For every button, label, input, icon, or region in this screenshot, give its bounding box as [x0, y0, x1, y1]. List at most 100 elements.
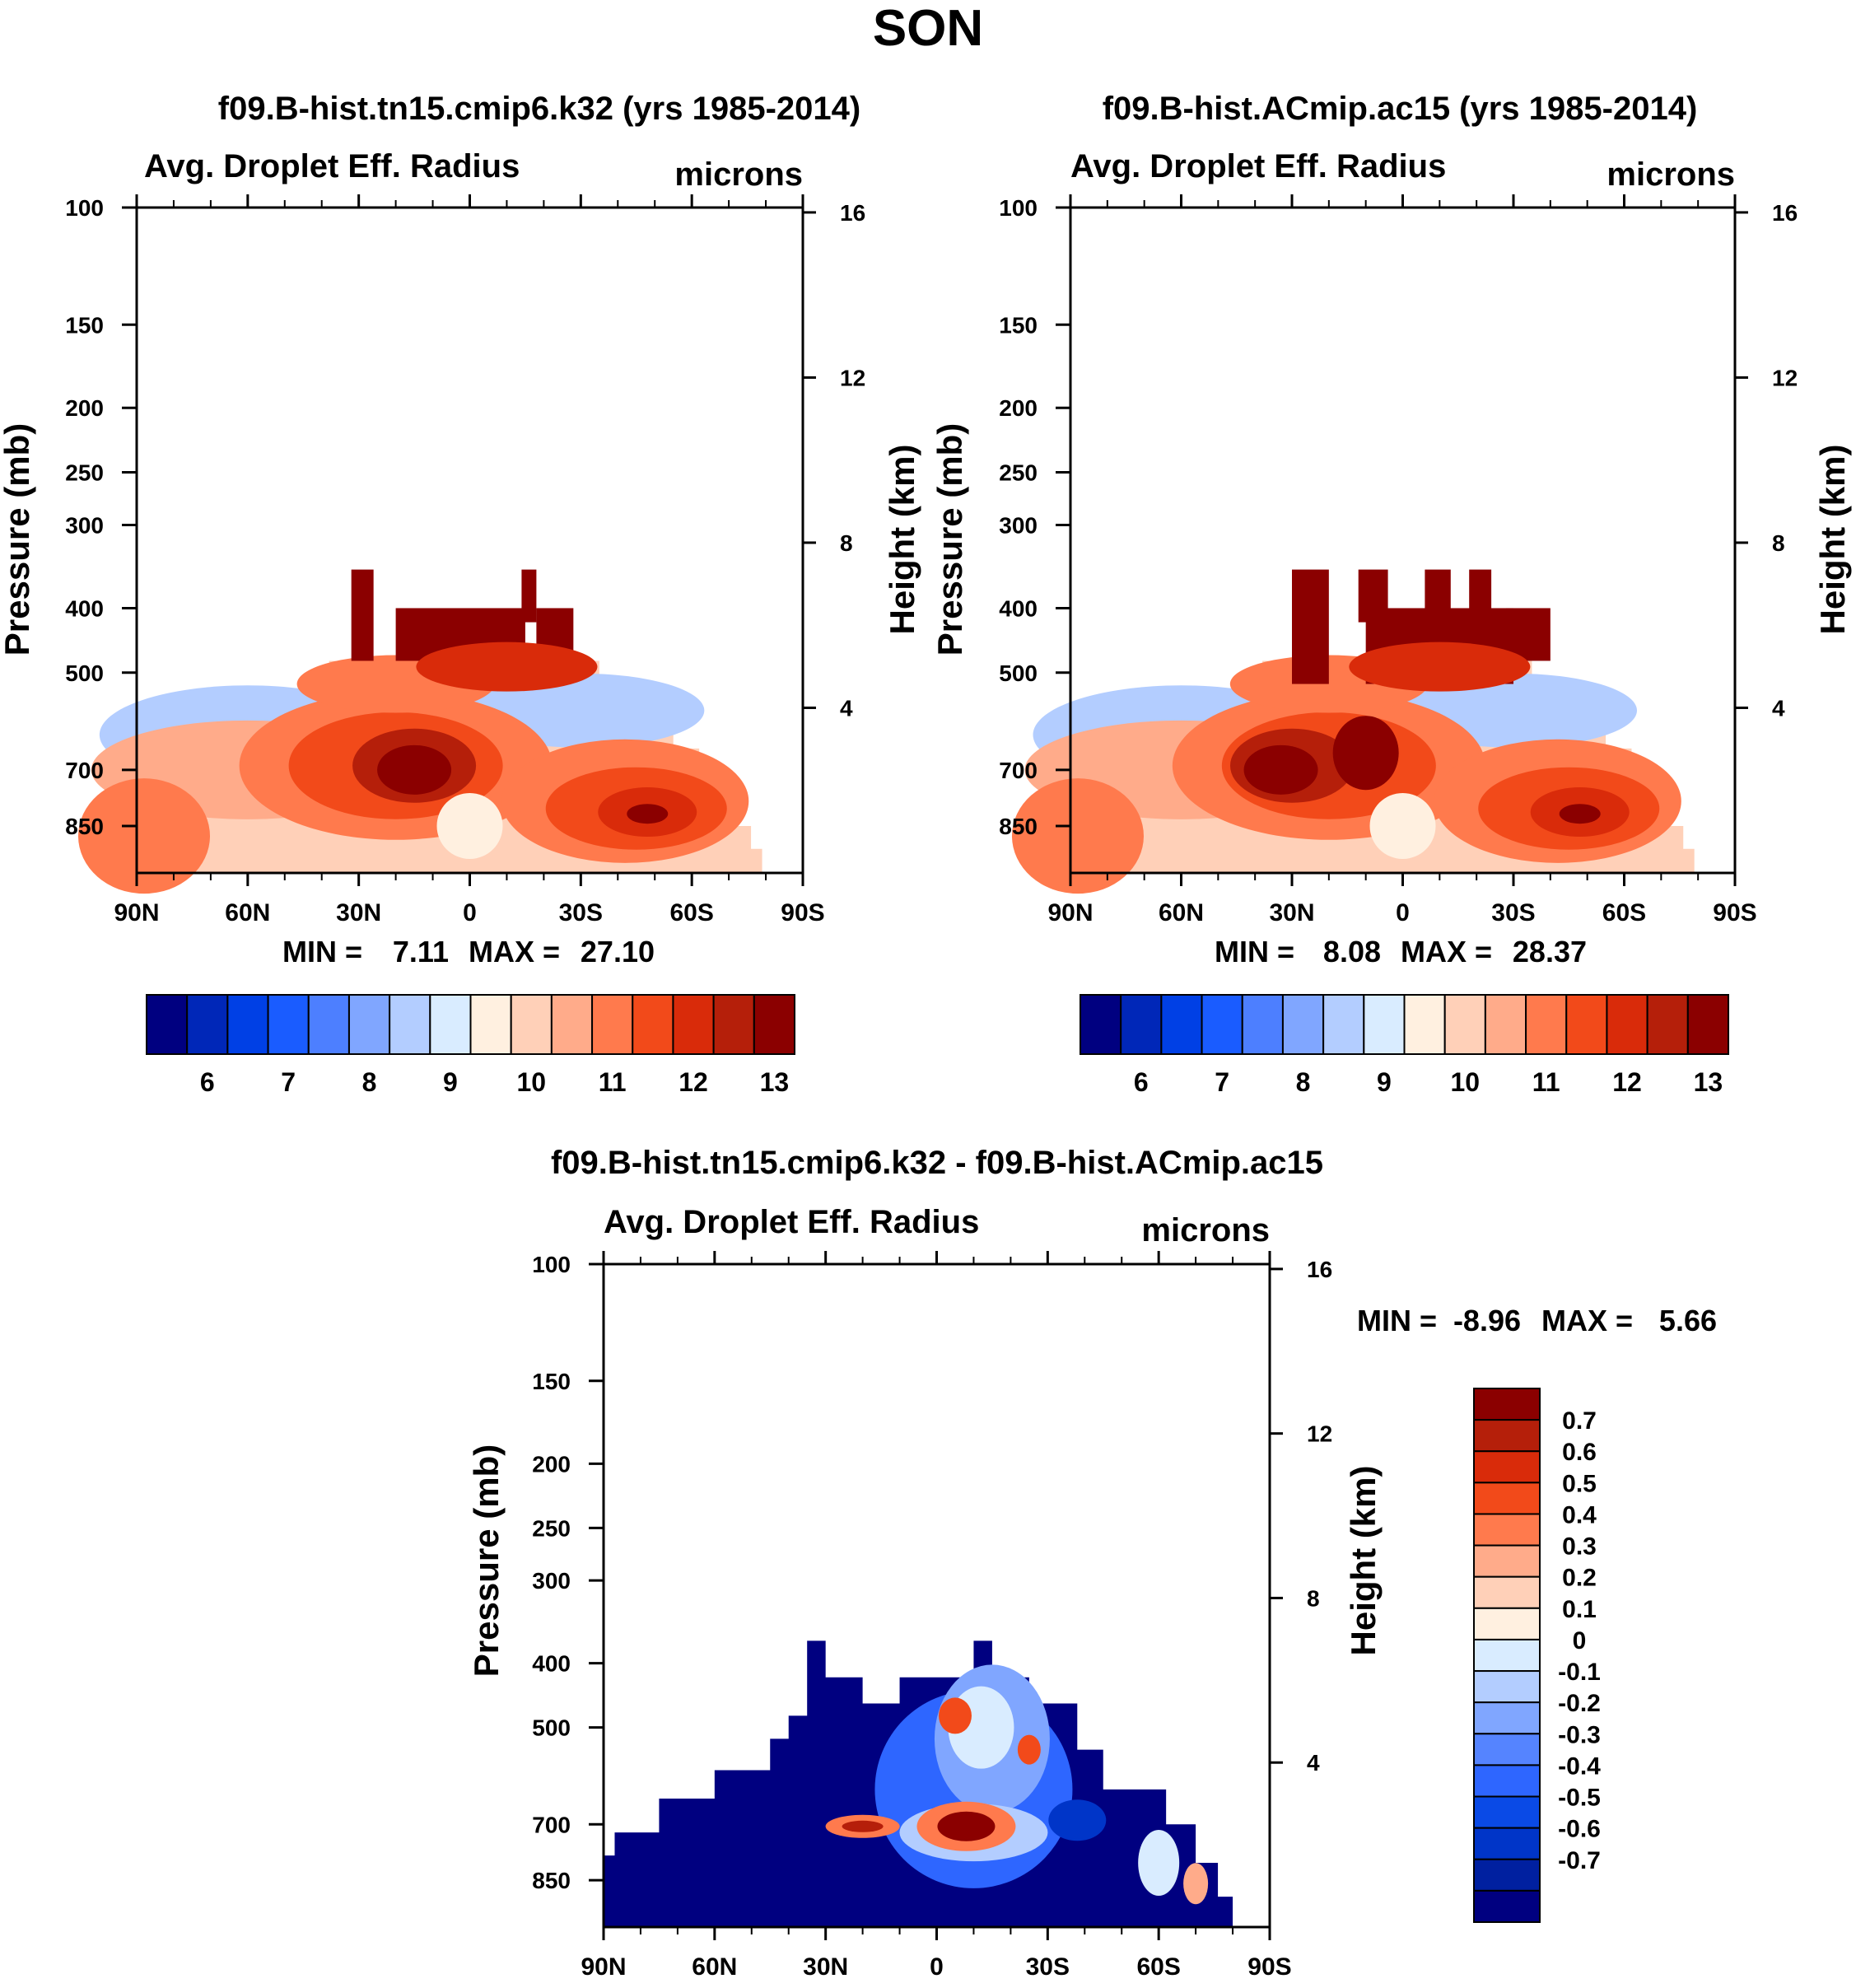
x-tick-label: 30N: [803, 1953, 848, 1981]
min-value: 7.11: [393, 935, 449, 968]
pressure-tick-label: 150: [999, 312, 1038, 338]
x-tick-label: 30S: [1026, 1953, 1070, 1981]
panel-title: f09.B-hist.ACmip.ac15 (yrs 1985-2014): [1103, 91, 1698, 127]
colorbar-swatch: [1473, 1419, 1541, 1453]
colorbar-swatch: [1473, 1858, 1541, 1892]
pressure-axis-label: Pressure (mb): [930, 423, 969, 656]
colorbar-label: 11: [1532, 1067, 1560, 1097]
colorbar-swatch: [1473, 1607, 1541, 1640]
colorbar-label: 0.2: [1562, 1565, 1597, 1592]
min-value: -8.96: [1453, 1304, 1521, 1337]
contour-band: [1425, 569, 1451, 623]
colorbar-swatch: [1473, 1450, 1541, 1484]
colorbar-swatch: [753, 994, 795, 1055]
colorbar-swatch: [1473, 1544, 1541, 1578]
pressure-tick-label: 400: [65, 595, 104, 621]
min-value: 8.08: [1323, 935, 1381, 968]
season-title: SON: [873, 0, 983, 57]
max-value: 5.66: [1659, 1304, 1717, 1337]
contour-field: [604, 1640, 1233, 1927]
colorbar-swatch: [389, 994, 431, 1055]
colorbar-label: -0.4: [1558, 1752, 1601, 1780]
min-label: MIN =: [1215, 935, 1294, 968]
colorbar-label: 7: [281, 1067, 296, 1097]
colorbar-swatch: [307, 994, 350, 1055]
x-tick-label: 60S: [1602, 899, 1646, 926]
contour-band: [937, 1811, 996, 1841]
colorbar-swatch: [1241, 994, 1284, 1055]
colorbar: 0.7 0.6 0.5 0.4 0.3 0.2 0.1 0 -0.1 -0.2 -0.3 -0.4 -0…: [1473, 1388, 1601, 1923]
contour-band: [1358, 569, 1388, 623]
colorbar-swatch: [146, 994, 189, 1055]
variable-name: Avg. Droplet Eff. Radius: [604, 1204, 979, 1240]
contour-band: [1369, 792, 1436, 859]
pressure-tick-label: 400: [999, 595, 1038, 621]
colorbar-swatch: [510, 994, 553, 1055]
height-tick-label: 16: [840, 200, 865, 226]
colorbar-swatch: [1473, 1733, 1541, 1766]
colorbar-swatch: [1443, 994, 1486, 1055]
pressure-tick-label: 200: [999, 395, 1038, 421]
pressure-axis-label: Pressure (mb): [0, 423, 36, 656]
colorbar-swatch: [1120, 994, 1163, 1055]
colorbar-label: 0: [1573, 1627, 1587, 1654]
pressure-axis-label: Pressure (mb): [467, 1444, 506, 1677]
contour-band: [1559, 804, 1601, 824]
x-tick-label: 90S: [1713, 899, 1756, 926]
height-tick-label: 12: [1772, 365, 1798, 390]
max-value: 27.10: [581, 935, 655, 968]
colorbar-swatch: [1473, 1575, 1541, 1609]
contour-band: [1183, 1863, 1209, 1905]
colorbar-label: -0.2: [1558, 1690, 1601, 1717]
pressure-tick-label: 250: [999, 460, 1038, 486]
colorbar-swatch: [1473, 1482, 1541, 1515]
colorbar-label: 0.5: [1562, 1470, 1597, 1497]
colorbar-label: 0.7: [1562, 1407, 1597, 1435]
colorbar-label: -0.7: [1558, 1847, 1601, 1874]
colorbar-swatch: [1473, 1513, 1541, 1547]
colorbar-swatch: [1473, 1670, 1541, 1704]
colorbar-swatch: [1525, 994, 1568, 1055]
colorbar-swatch: [429, 994, 472, 1055]
pressure-tick-label: 100: [65, 195, 104, 221]
pressure-tick-label: 300: [532, 1568, 571, 1594]
x-tick-label: 30N: [336, 899, 381, 926]
colorbar-swatch: [1473, 1638, 1541, 1673]
plot-axes: 90N 60N 30N 0 30S 60S 90S 100 150 200 250 300 400 500…: [532, 1251, 1332, 1981]
pressure-tick-label: 850: [65, 814, 104, 839]
colorbar-label: -0.3: [1558, 1721, 1601, 1748]
colorbar-label: -0.1: [1558, 1659, 1601, 1686]
colorbar-label: 0.4: [1562, 1501, 1597, 1528]
colorbar-swatch: [469, 994, 512, 1055]
height-axis-label: Height (km): [1344, 1466, 1383, 1656]
colorbar-label: 6: [200, 1067, 215, 1097]
contour-field: [77, 569, 803, 894]
x-tick-label: 90N: [114, 899, 159, 926]
colorbar-swatch: [226, 994, 269, 1055]
height-tick-label: 8: [840, 530, 853, 556]
panel-difference: f09.B-hist.tn15.cmip6.k32 - f09.B-hist.A…: [467, 1145, 1717, 1981]
colorbar-swatch: [1080, 994, 1122, 1055]
plot-axes: 90N 60N 30N 0 30S 60S 90S 100 150 200 250 300 400 500…: [999, 194, 1798, 926]
pressure-tick-label: 300: [65, 513, 104, 539]
pressure-tick-label: 300: [999, 513, 1038, 539]
contour-band: [351, 569, 374, 661]
colorbar-label: 12: [1612, 1067, 1642, 1097]
colorbar-label: 8: [1296, 1067, 1311, 1097]
contour-band: [77, 778, 210, 894]
contour-band: [1469, 569, 1492, 623]
colorbar-label: 10: [516, 1067, 546, 1097]
contour-band: [521, 569, 537, 623]
colorbar-swatch: [1473, 1889, 1541, 1923]
min-label: MIN =: [1357, 1304, 1437, 1337]
plot-axes: 90N 60N 30N 0 30S 60S 90S 100 150 200 250 300 400 500…: [65, 194, 865, 926]
height-tick-label: 8: [1307, 1585, 1320, 1611]
colorbar-label: -0.6: [1558, 1816, 1601, 1843]
x-tick-label: 90N: [581, 1953, 626, 1981]
colorbar-swatch: [712, 994, 755, 1055]
colorbar-label: 8: [362, 1067, 377, 1097]
max-label: MAX =: [1541, 1304, 1633, 1337]
colorbar-swatch: [632, 994, 674, 1055]
contour-band: [627, 804, 669, 824]
pressure-tick-label: 850: [999, 814, 1038, 839]
